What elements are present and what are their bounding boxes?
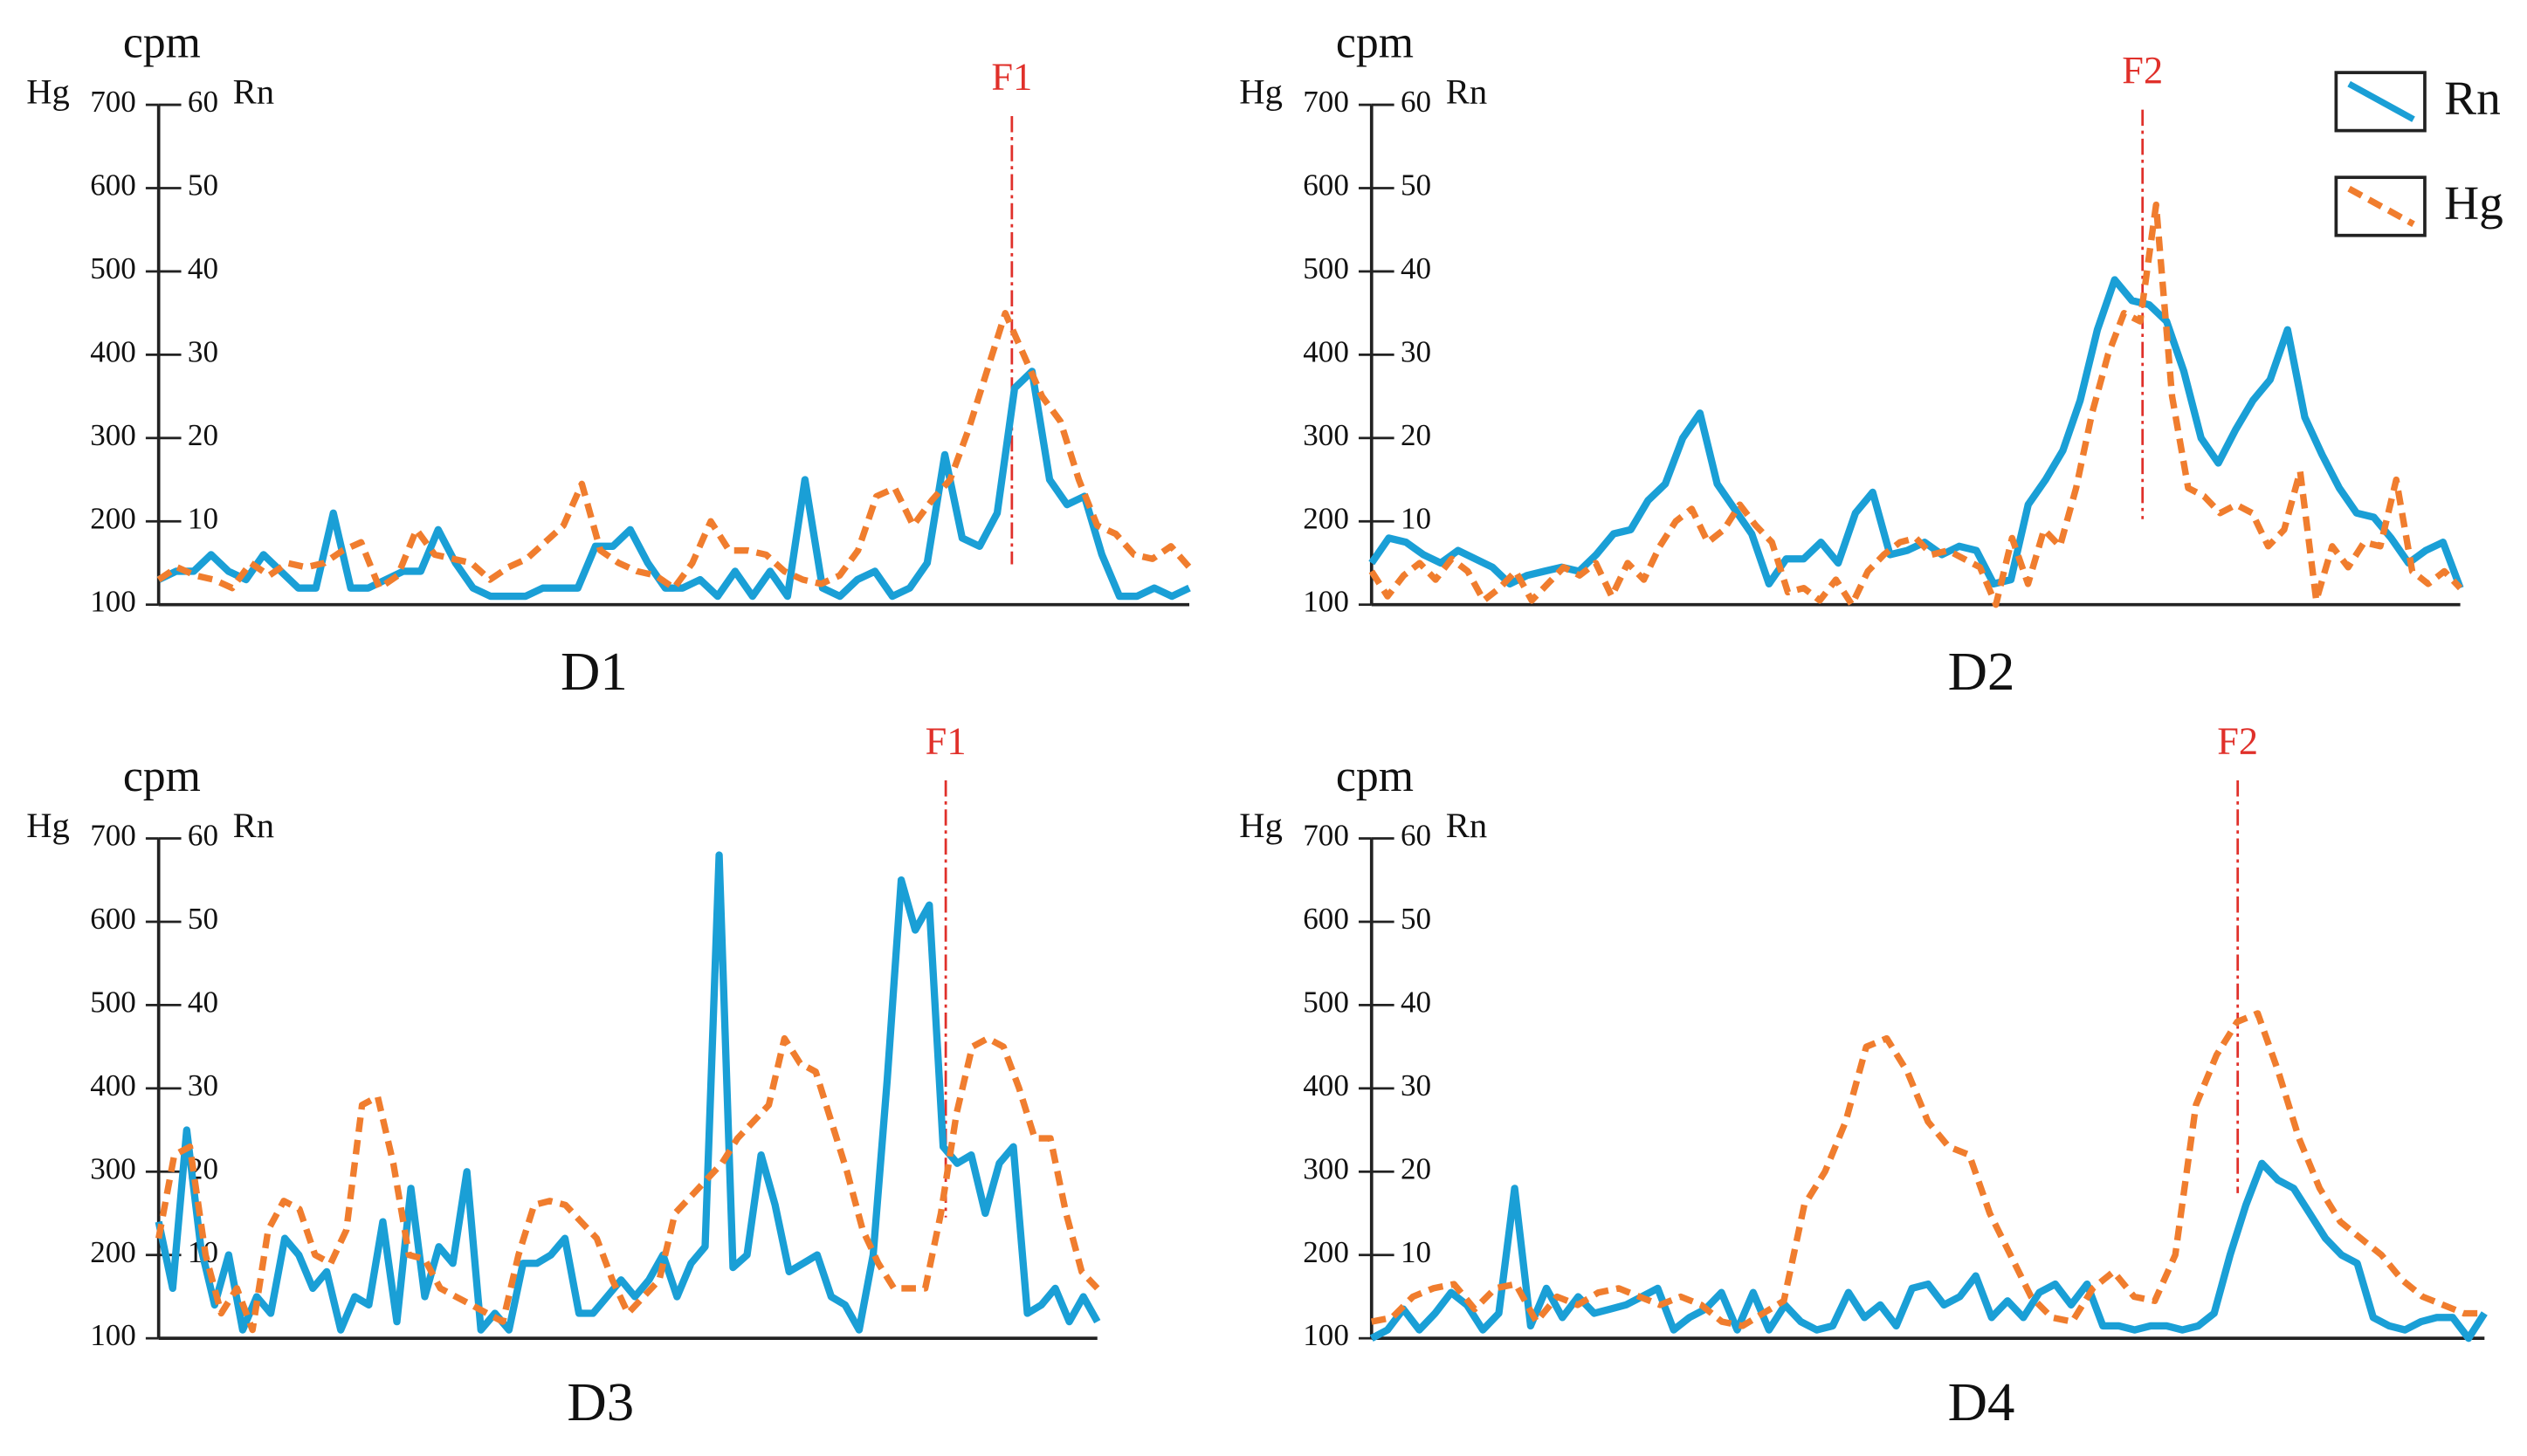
y-tick-label: 300: [90, 1151, 136, 1185]
series-line: [156, 367, 1191, 601]
y-tick-label: 400: [90, 334, 136, 368]
y2-axis-label: Rn: [233, 806, 274, 845]
y2-tick-label: 40: [188, 985, 218, 1019]
unit-label: cpm: [123, 17, 201, 67]
y2-tick-label: 40: [1401, 985, 1431, 1019]
legend-swatch: [2347, 80, 2415, 122]
series-line: [1371, 1010, 2485, 1329]
panel-title: D1: [561, 641, 628, 702]
y-tick-label: 100: [1303, 1318, 1349, 1352]
y-tick-label: 600: [90, 902, 136, 936]
series-line: [1369, 1159, 2488, 1343]
y-axis-label: Hg: [26, 806, 70, 845]
y2-tick-label: 60: [188, 85, 218, 119]
y-tick-label: 400: [90, 1068, 136, 1102]
panel-title: D3: [567, 1371, 634, 1432]
y-tick-label: 600: [90, 168, 136, 203]
legend-label: Rn: [2444, 72, 2501, 125]
legend-box: [2334, 71, 2427, 133]
y2-tick-label: 40: [188, 251, 218, 285]
y-tick-label: 100: [1303, 585, 1349, 619]
panel-title: D4: [1948, 1371, 2015, 1432]
unit-label: cpm: [1336, 17, 1414, 67]
y-tick-label: 500: [90, 985, 136, 1019]
panel-title: D2: [1948, 641, 2015, 702]
y2-tick-label: 50: [188, 902, 218, 936]
y2-tick-label: 40: [1401, 251, 1431, 285]
y2-tick-label: 20: [188, 418, 218, 452]
y2-tick-label: 20: [1401, 1151, 1431, 1185]
y-tick-label: 100: [90, 585, 136, 619]
y2-tick-label: 20: [1401, 418, 1431, 452]
y2-tick-label: 50: [1401, 902, 1431, 936]
y-tick-label: 600: [1303, 168, 1349, 203]
y-tick-label: 300: [90, 418, 136, 452]
y-tick-label: 200: [1303, 501, 1349, 535]
y-tick-label: 500: [1303, 985, 1349, 1019]
y2-tick-label: 10: [1401, 1235, 1431, 1269]
fault-label: F1: [926, 719, 967, 763]
y-axis-label: Hg: [1239, 72, 1283, 111]
y-tick-label: 400: [1303, 1068, 1349, 1102]
y-tick-label: 700: [90, 819, 136, 853]
y-tick-label: 500: [90, 251, 136, 285]
y-tick-label: 700: [1303, 819, 1349, 853]
y-tick-label: 100: [90, 1318, 136, 1352]
y2-tick-label: 50: [188, 168, 218, 203]
unit-label: cpm: [123, 752, 201, 801]
y-tick-label: 400: [1303, 334, 1349, 368]
unit-label: cpm: [1336, 752, 1414, 801]
fault-label: F2: [2122, 48, 2163, 92]
legend-box: [2334, 175, 2427, 237]
y2-tick-label: 60: [1401, 85, 1431, 119]
y2-tick-label: 30: [1401, 1068, 1431, 1102]
y2-axis-label: Rn: [233, 72, 274, 111]
y2-tick-label: 30: [188, 1068, 218, 1102]
series-line: [155, 851, 1101, 1334]
y-tick-label: 700: [1303, 85, 1349, 119]
fault-label: F2: [2217, 719, 2258, 763]
y-axis-label: Hg: [1239, 806, 1283, 845]
y-tick-label: 200: [90, 1235, 136, 1269]
legend-label: Hg: [2444, 176, 2503, 230]
y-tick-label: 600: [1303, 902, 1349, 936]
series-line: [156, 310, 1192, 592]
y2-tick-label: 30: [188, 334, 218, 368]
y-tick-label: 700: [90, 85, 136, 119]
y2-tick-label: 10: [188, 501, 218, 535]
y-tick-label: 200: [90, 501, 136, 535]
fault-label: F1: [991, 55, 1032, 99]
y-tick-label: 300: [1303, 418, 1349, 452]
y2-tick-label: 60: [188, 819, 218, 853]
y2-tick-label: 50: [1401, 168, 1431, 203]
y-tick-label: 500: [1303, 251, 1349, 285]
y2-axis-label: Rn: [1446, 72, 1487, 111]
y2-axis-label: Rn: [1446, 806, 1487, 845]
y2-tick-label: 10: [1401, 501, 1431, 535]
y-tick-label: 200: [1303, 1235, 1349, 1269]
y2-tick-label: 60: [1401, 819, 1431, 853]
y-axis-label: Hg: [26, 72, 70, 111]
y2-tick-label: 30: [1401, 334, 1431, 368]
legend-swatch: [2347, 185, 2415, 227]
y-tick-label: 300: [1303, 1151, 1349, 1185]
series-line: [155, 1034, 1100, 1334]
series-line: [1368, 276, 2464, 590]
